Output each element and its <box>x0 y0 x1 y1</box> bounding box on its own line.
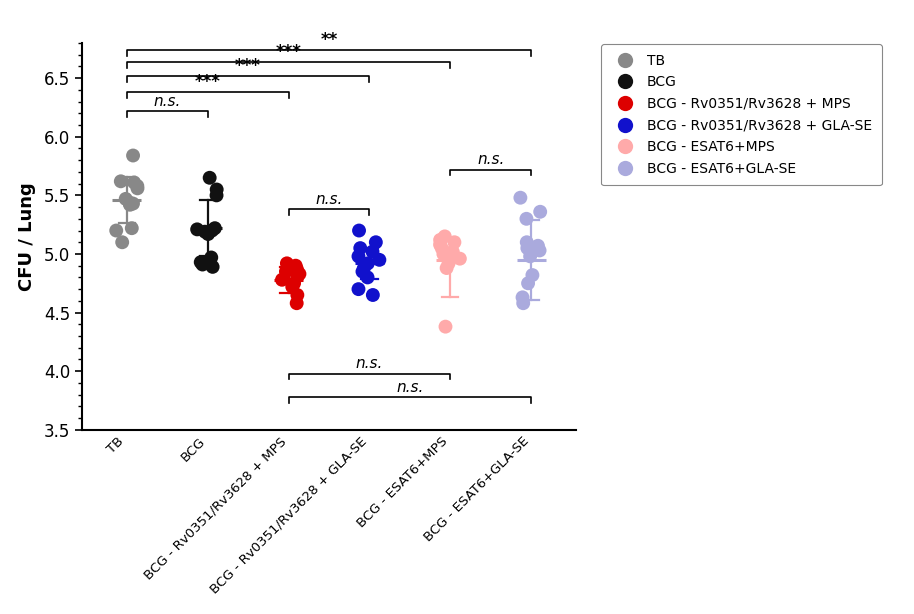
Point <box>127 177 142 187</box>
Point <box>289 261 303 271</box>
Point <box>366 247 380 257</box>
Point <box>124 223 139 233</box>
Point <box>447 251 462 261</box>
Point <box>206 262 220 272</box>
Point <box>521 278 536 288</box>
Text: n.s.: n.s. <box>154 93 181 109</box>
Point <box>292 269 307 279</box>
Point <box>438 231 452 241</box>
Point <box>526 270 540 280</box>
Point <box>205 225 219 235</box>
Point <box>201 229 216 239</box>
Text: n.s.: n.s. <box>477 152 505 167</box>
Point <box>280 258 294 268</box>
Point <box>366 290 380 300</box>
Point <box>204 252 218 262</box>
Point <box>109 225 123 235</box>
Point <box>130 181 144 191</box>
Point <box>519 238 534 247</box>
Point <box>368 238 383 247</box>
Point <box>515 298 530 308</box>
Point <box>515 292 530 302</box>
Point <box>197 227 212 236</box>
Point <box>209 185 224 195</box>
Point <box>209 190 224 200</box>
Point <box>360 258 375 268</box>
Point <box>356 263 371 273</box>
Point <box>130 184 144 193</box>
Point <box>436 249 451 259</box>
Point <box>287 262 302 272</box>
Point <box>353 243 367 253</box>
Text: ***: *** <box>195 73 220 91</box>
Point <box>126 150 141 160</box>
Point <box>351 251 366 261</box>
Point <box>531 241 546 251</box>
Point <box>119 194 133 204</box>
Text: n.s.: n.s. <box>315 192 343 207</box>
Point <box>452 254 467 263</box>
Point <box>122 198 136 208</box>
Point <box>360 273 375 282</box>
Point <box>520 243 535 253</box>
Point <box>190 225 205 235</box>
Point <box>275 275 290 285</box>
Point <box>519 214 534 223</box>
Point <box>445 247 460 257</box>
Point <box>207 223 222 233</box>
Text: **: ** <box>321 31 337 49</box>
Point <box>126 199 141 209</box>
Point <box>290 298 304 308</box>
Text: ***: *** <box>276 42 302 61</box>
Y-axis label: CFU / Lung: CFU / Lung <box>17 182 36 291</box>
Text: n.s.: n.s. <box>397 379 423 395</box>
Text: ***: *** <box>235 56 261 75</box>
Point <box>523 251 537 261</box>
Point <box>287 278 302 288</box>
Point <box>351 284 366 294</box>
Point <box>447 238 462 247</box>
Legend: TB, BCG, BCG - Rv0351/Rv3628 + MPS, BCG - Rv0351/Rv3628 + GLA-SE, BCG - ESAT6+MP: TB, BCG, BCG - Rv0351/Rv3628 + MPS, BCG … <box>601 44 882 185</box>
Point <box>434 243 449 253</box>
Point <box>196 260 210 270</box>
Point <box>441 258 456 268</box>
Point <box>433 235 448 245</box>
Point <box>290 264 304 274</box>
Point <box>356 266 370 276</box>
Point <box>372 255 387 265</box>
Point <box>513 193 527 203</box>
Point <box>115 238 130 247</box>
Point <box>194 257 208 267</box>
Point <box>202 173 217 183</box>
Point <box>352 225 367 235</box>
Point <box>122 200 137 209</box>
Point <box>290 271 304 281</box>
Point <box>438 322 452 332</box>
Point <box>113 176 128 186</box>
Point <box>532 246 547 255</box>
Point <box>432 239 447 249</box>
Text: n.s.: n.s. <box>356 356 383 371</box>
Point <box>290 290 304 300</box>
Point <box>533 207 547 217</box>
Point <box>440 263 454 273</box>
Point <box>285 282 300 292</box>
Point <box>279 266 293 276</box>
